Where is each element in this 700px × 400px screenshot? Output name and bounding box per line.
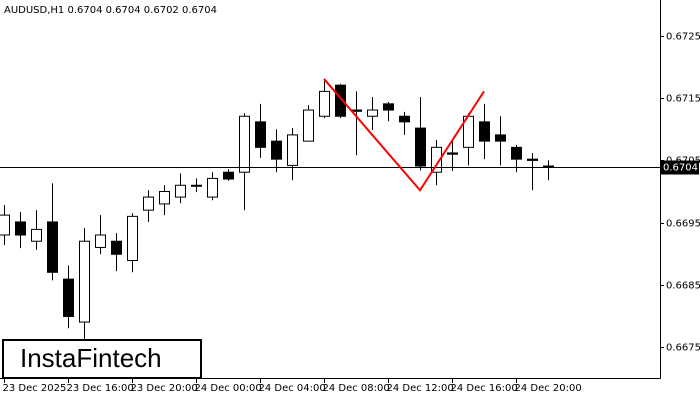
x-tick-label: 24 Dec 20:00 <box>515 383 582 394</box>
candle-body <box>335 84 346 117</box>
candle-body <box>47 221 58 273</box>
candle-body <box>239 115 250 173</box>
candle-body <box>63 278 74 317</box>
candle-body <box>415 127 426 167</box>
candle-body <box>127 215 138 261</box>
candle-body <box>303 109 314 142</box>
candle-body <box>287 134 298 166</box>
candle-body <box>255 121 266 148</box>
pattern-line <box>323 78 485 192</box>
x-tick-label: 23 Dec 2025 <box>3 383 67 394</box>
chart-title: AUDUSD,H1 0.6704 0.6704 0.6702 0.6704 <box>4 5 217 16</box>
y-tick-label: 0.6695 <box>666 219 700 230</box>
watermark-box <box>2 339 202 379</box>
x-tick-label: 23 Dec 16:00 <box>67 383 134 394</box>
y-tick-label: 0.6685 <box>666 281 700 292</box>
candle-body <box>159 190 170 205</box>
candle-body <box>495 134 506 142</box>
candle-body <box>431 146 442 173</box>
candle-body <box>527 158 538 161</box>
candle-body <box>31 228 42 242</box>
candle-body <box>399 115 410 123</box>
y-tick-label: 0.6715 <box>666 94 700 105</box>
candle-body <box>191 184 202 187</box>
x-tick-label: 24 Dec 00:00 <box>195 383 262 394</box>
candle-body <box>511 146 522 160</box>
candle-body <box>223 171 234 180</box>
candle-body <box>111 240 122 255</box>
candle-body <box>271 140 282 160</box>
candle-body <box>207 177 218 198</box>
x-tick-label: 24 Dec 12:00 <box>387 383 454 394</box>
last-price-box <box>661 160 699 175</box>
x-tick-label: 23 Dec 20:00 <box>131 383 198 394</box>
candle-body <box>15 221 26 236</box>
last-price-label: 0.6704 <box>663 163 698 174</box>
x-tick-label: 24 Dec 04:00 <box>259 383 326 394</box>
candle-body <box>447 152 458 155</box>
candle-body <box>543 165 554 168</box>
y-tick-label: 0.6725 <box>666 32 700 43</box>
candle-body <box>319 90 330 117</box>
candle-body <box>143 196 154 211</box>
candle-body <box>79 240 90 323</box>
y-tick-label: 0.6675 <box>666 343 700 354</box>
x-tick-label: 24 Dec 16:00 <box>451 383 518 394</box>
x-tick-label: 24 Dec 08:00 <box>323 383 390 394</box>
candle-body <box>175 184 186 198</box>
candle-body <box>479 121 490 142</box>
candle-body <box>367 109 378 117</box>
candle-body <box>95 234 106 248</box>
candle-body <box>0 214 10 236</box>
watermark: InstaFintech <box>20 343 162 373</box>
candle-body <box>383 103 394 111</box>
